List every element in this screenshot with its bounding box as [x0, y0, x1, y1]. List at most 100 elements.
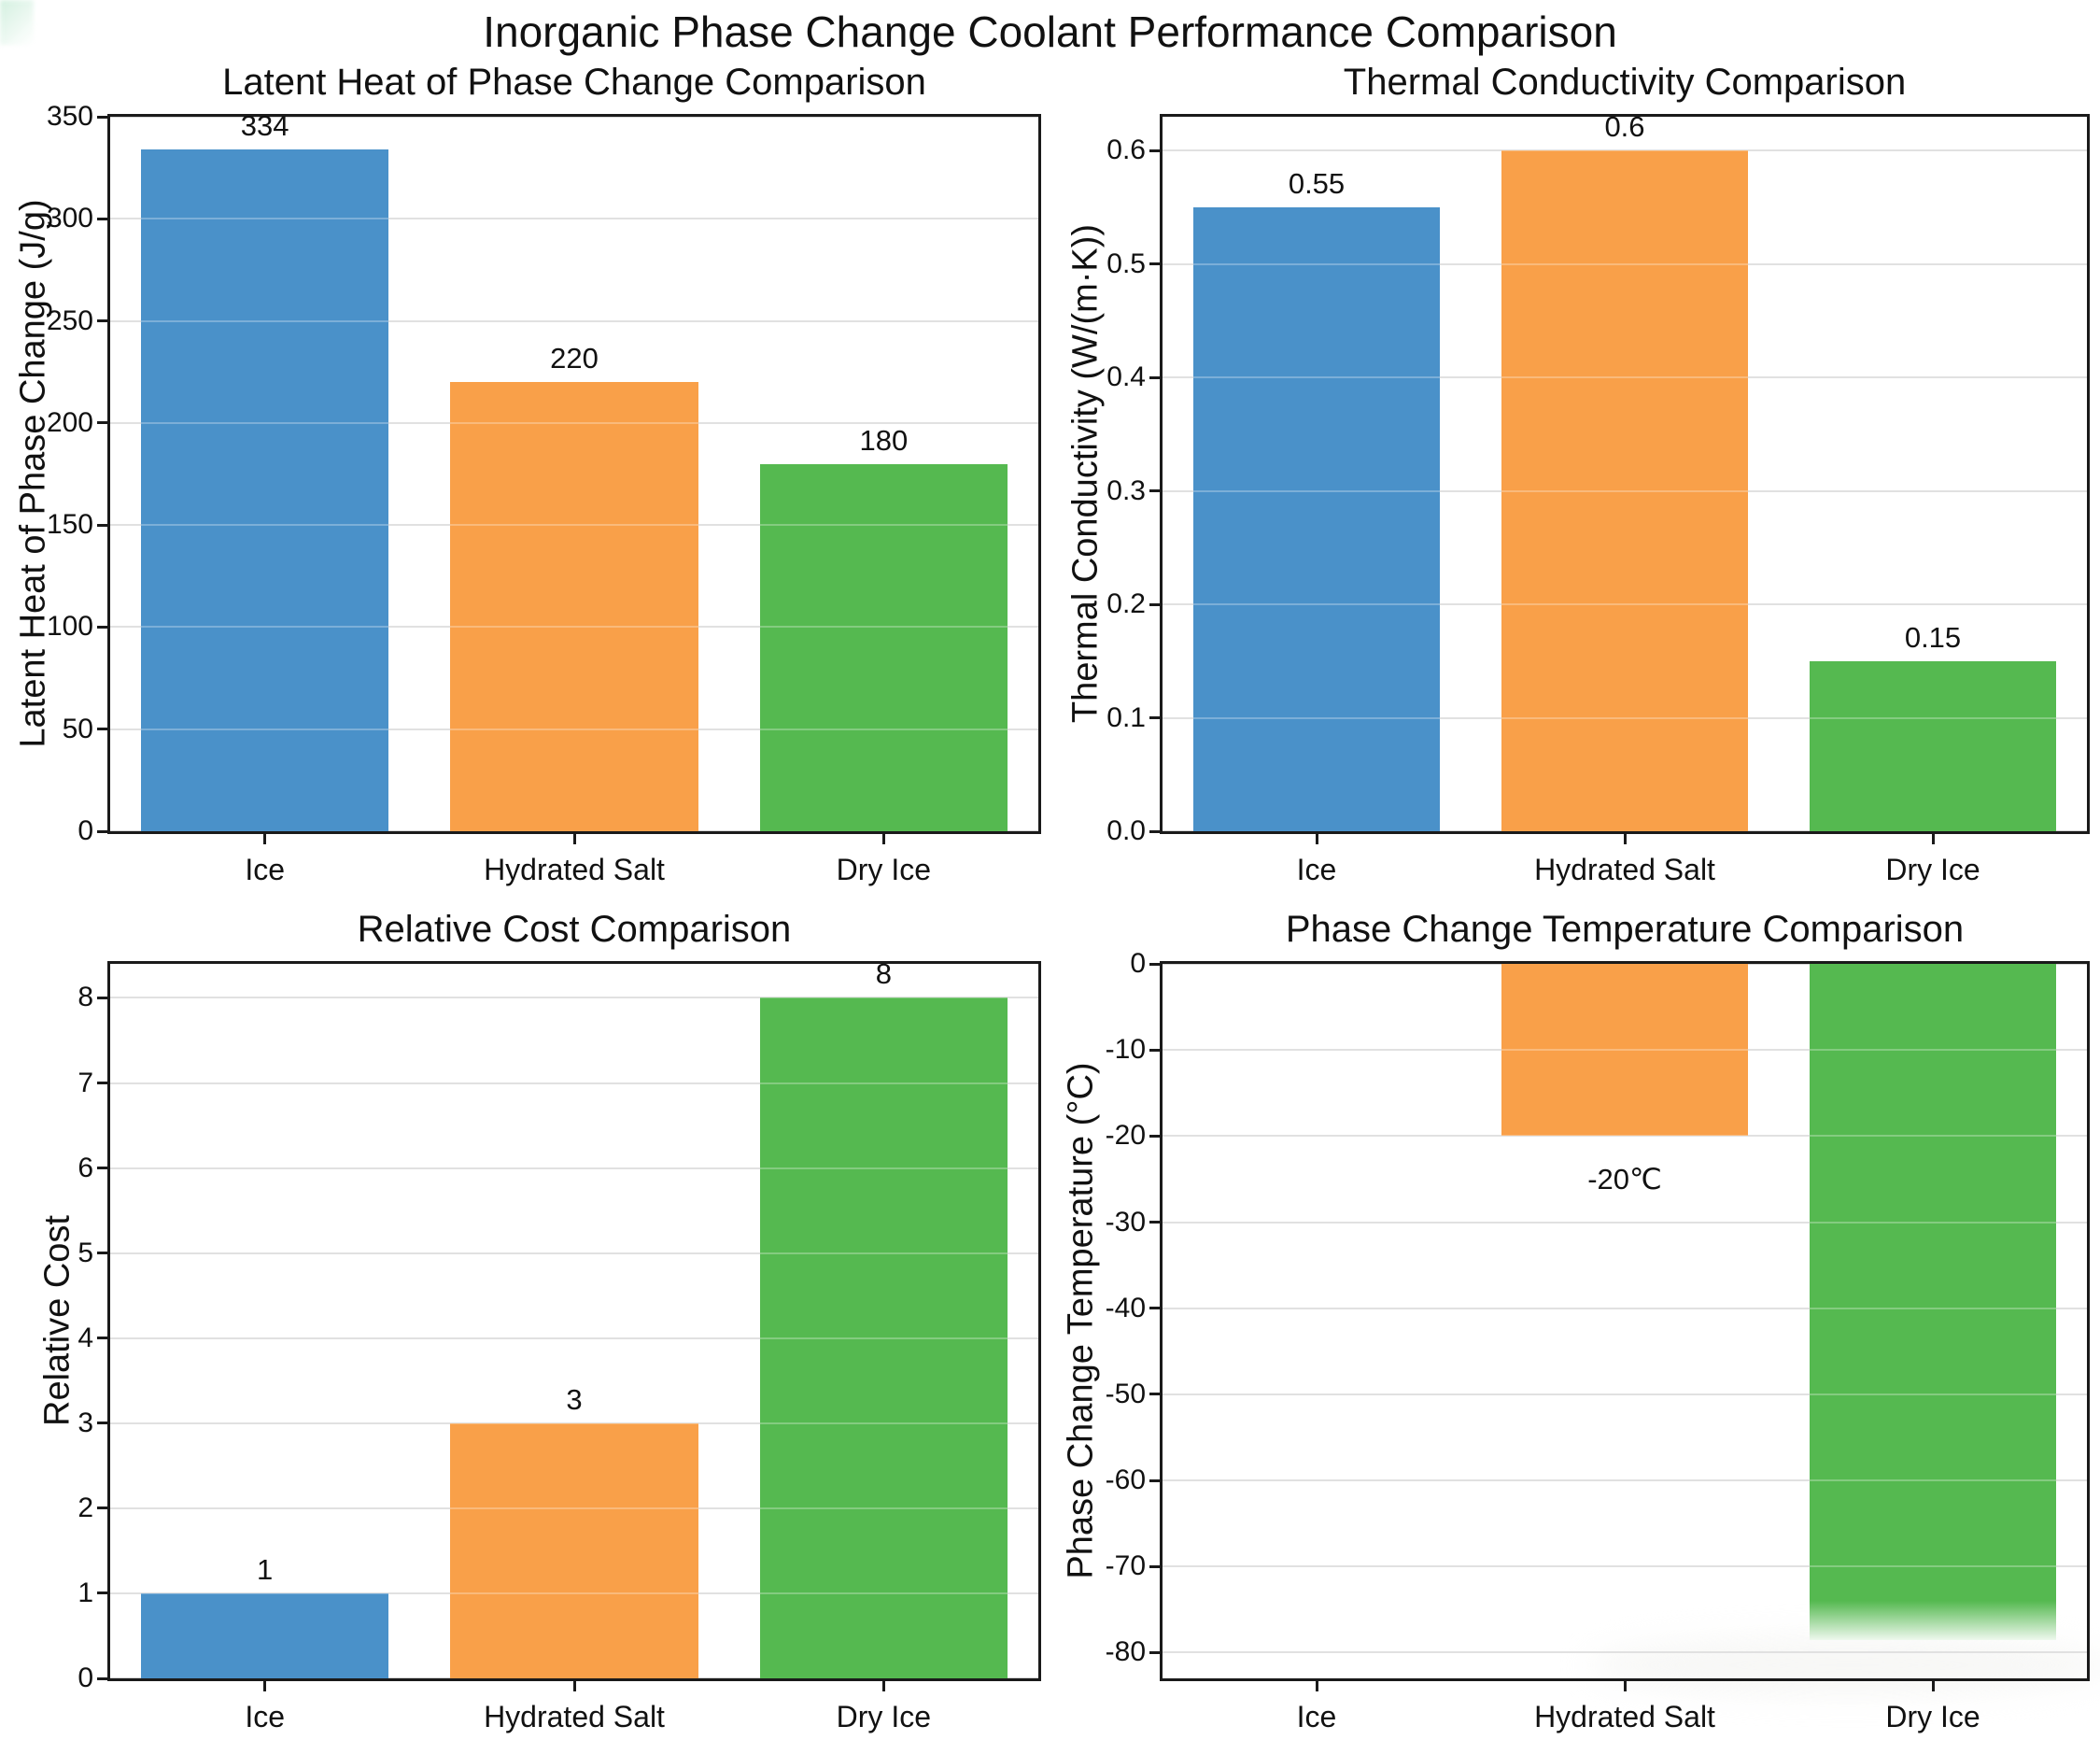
relative-cost-bar-hydrated-salt	[450, 1422, 698, 1678]
latent-heat-value-label: 180	[859, 423, 909, 457]
relative-cost-y-tick	[97, 1252, 107, 1255]
relative-cost-gridline-tint	[110, 1252, 1038, 1254]
relative-cost-y-tick-label: 3	[78, 1407, 93, 1438]
latent-heat-bar-hydrated-salt	[450, 382, 698, 831]
latent-heat-y-tick	[97, 319, 107, 323]
thermal-conductivity-value-label: 0.15	[1904, 620, 1962, 654]
relative-cost-y-tick-label: 4	[78, 1322, 93, 1353]
relative-cost-gridline	[110, 1337, 1038, 1339]
thermal-conductivity-gridline-tint	[1163, 603, 2087, 605]
latent-heat-y-tick	[97, 728, 107, 731]
relative-cost-value-label: 3	[566, 1382, 583, 1416]
phase-change-temp-gridline-tint	[1163, 1222, 2087, 1224]
relative-cost-y-tick	[97, 1507, 107, 1510]
phase-change-temp-y-tick-label: -20	[1105, 1120, 1146, 1152]
thermal-conductivity-bar-hydrated-salt	[1501, 150, 1748, 831]
phase-change-temp-gridline-tint	[1163, 1565, 2087, 1567]
relative-cost-y-tick	[97, 1337, 107, 1340]
latent-heat-y-tick	[97, 115, 107, 119]
latent-heat-x-tick	[263, 834, 267, 844]
latent-heat-y-tick-label: 350	[46, 101, 93, 132]
latent-heat-x-tick	[881, 834, 885, 844]
latent-heat-bar-dry-ice	[759, 463, 1008, 831]
relative-cost-gridline-tint	[110, 1507, 1038, 1509]
thermal-conductivity-y-tick-label: 0.4	[1106, 361, 1146, 393]
phase-change-temp-y-tick-label: -70	[1105, 1550, 1146, 1582]
phase-change-temp-gridline-tint	[1163, 1135, 2087, 1137]
thermal-conductivity-y-tick	[1149, 602, 1160, 606]
latent-heat-chart-title: Latent Heat of Phase Change Comparison	[222, 62, 926, 103]
latent-heat-gridline-tint	[110, 320, 1038, 322]
latent-heat-gridline	[110, 116, 1038, 118]
relative-cost-axes-frame	[107, 961, 1041, 1681]
thermal-conductivity-value-label: 0.55	[1288, 167, 1346, 201]
thermal-conductivity-bar-ice	[1193, 207, 1440, 831]
phase-change-temp-y-tick	[1149, 962, 1160, 966]
phase-change-temp-y-tick-label: -10	[1105, 1034, 1146, 1066]
relative-cost-bar-ice	[141, 1592, 389, 1678]
phase-temp-chart-title: Phase Change Temperature Comparison	[1285, 909, 1965, 950]
relative-cost-gridline-tint	[110, 1337, 1038, 1339]
relative-cost-y-tick	[97, 1676, 107, 1680]
relative-cost-value-label: 1	[257, 1552, 274, 1586]
thermal-conductivity-y-tick	[1149, 262, 1160, 266]
relative-cost-y-tick-label: 6	[78, 1152, 93, 1183]
thermal-conductivity-y-tick-label: 0.3	[1106, 474, 1146, 506]
thermal-conductivity-gridline-tint	[1163, 717, 2087, 719]
latent-heat-bar-ice	[141, 149, 389, 831]
thermal-conductivity-gridline-tint	[1163, 376, 2087, 378]
relative-cost-y-tick	[97, 996, 107, 999]
thermal-conductivity-gridline	[1163, 149, 2087, 151]
latent-heat-y-tick-label: 0	[78, 815, 93, 846]
latent-heat-y-tick-label: 300	[46, 203, 93, 234]
corner-watermark-mark	[0, 0, 34, 45]
relative-cost-value-label: 8	[875, 957, 892, 991]
relative-cost-bar-dry-ice	[759, 997, 1008, 1678]
phase-change-temp-y-tick	[1149, 1048, 1160, 1052]
artifact-smudge	[1184, 1614, 1586, 1687]
thermal-conductivity-value-label: 0.6	[1604, 110, 1645, 144]
thermal-conductivity-y-tick-label: 0.1	[1106, 701, 1146, 733]
latent-heat-gridline-tint	[110, 218, 1038, 219]
thermal-conductivity-y-tick	[1149, 716, 1160, 720]
relative-cost-x-tick-label: Ice	[245, 1700, 285, 1733]
relative-cost-y-tick-label: 1	[78, 1577, 93, 1608]
relative-cost-chart-title: Relative Cost Comparison	[357, 909, 792, 950]
latent-heat-gridline-tint	[110, 524, 1038, 526]
relative-cost-y-tick-label: 7	[78, 1067, 93, 1098]
relative-cost-gridline	[110, 997, 1038, 998]
relative-cost-y-tick-label: 8	[78, 982, 93, 1013]
phase-change-temp-y-tick	[1149, 1393, 1160, 1396]
relative-cost-y-tick	[97, 1167, 107, 1170]
figure-title: Inorganic Phase Change Coolant Performan…	[483, 7, 1617, 56]
latent-heat-gridline-tint	[110, 422, 1038, 424]
thermal-conductivity-bar-dry-ice	[1810, 660, 2056, 831]
latent-heat-y-tick	[97, 625, 107, 629]
phase-change-temp-y-tick-label: 0	[1130, 948, 1146, 979]
thermal-conductivity-gridline-tint	[1163, 149, 2087, 151]
relative-cost-y-tick	[97, 1082, 107, 1084]
phase-change-temp-gridline-tint	[1163, 1308, 2087, 1309]
thermal-conductivity-y-tick	[1149, 375, 1160, 379]
latent-heat-value-label: 220	[550, 342, 599, 375]
relative-cost-y-tick-label: 2	[78, 1492, 93, 1523]
phase-change-temp-y-tick-label: -40	[1105, 1292, 1146, 1323]
thermal-conductivity-y-tick	[1149, 149, 1160, 152]
thermal-conductivity-x-tick	[1623, 834, 1627, 844]
relative-cost-gridline	[110, 1252, 1038, 1254]
latent-heat-x-tick-label: Ice	[245, 853, 285, 886]
relative-cost-y-tick	[97, 1591, 107, 1595]
relative-cost-gridline-tint	[110, 1167, 1038, 1169]
latent-heat-y-tick-label: 250	[46, 304, 93, 336]
phase-change-temp-x-tick-label: Ice	[1296, 1700, 1337, 1733]
latent-heat-y-tick-label: 50	[62, 713, 93, 744]
latent-heat-gridline-tint	[110, 626, 1038, 628]
thermal-conductivity-x-tick	[1931, 834, 1935, 844]
latent-heat-gridline	[110, 218, 1038, 219]
phase-change-temp-y-tick-label: -80	[1105, 1636, 1146, 1668]
thermal-conductivity-x-tick-label: Ice	[1296, 853, 1337, 886]
latent-heat-gridline-tint	[110, 729, 1038, 730]
latent-heat-y-tick-label: 100	[46, 611, 93, 643]
thermal-conductivity-x-tick-label: Dry Ice	[1885, 853, 1980, 886]
